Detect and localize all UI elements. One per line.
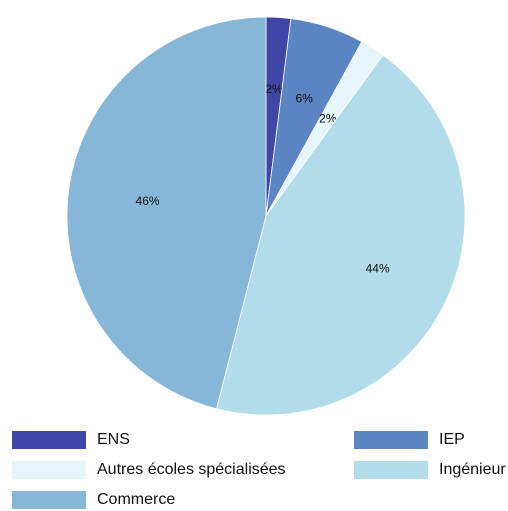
legend-item-commerce: Commerce [12,490,312,510]
slice-label-commerce: 46% [136,194,160,208]
slice-label-ens: 2% [265,82,283,96]
slice-label-autres-ecoles: 2% [319,112,337,126]
legend-item-autres-ecoles: Autres écoles spécialisées [12,460,342,480]
legend-label-ingenieur: Ingénieur [439,461,506,478]
legend: ENS IEP Autres écoles spécialisées Ingén… [12,430,508,511]
legend-item-iep: IEP [354,430,508,450]
pie-chart: 2% 6% 2% 44% 46% [66,16,466,416]
legend-label-commerce: Commerce [97,491,176,508]
pie-slice-ingenieur [216,54,466,416]
legend-swatch-autres-ecoles [12,461,86,479]
legend-label-ens: ENS [97,431,130,448]
legend-label-iep: IEP [439,431,465,448]
slice-label-ingenieur: 44% [366,262,390,276]
legend-item-ingenieur: Ingénieur [354,460,508,480]
legend-swatch-commerce [12,491,86,509]
pie-slice-commerce [66,16,267,410]
legend-swatch-iep [354,431,428,449]
legend-label-autres-ecoles: Autres écoles spécialisées [97,461,286,478]
legend-swatch-ingenieur [354,461,428,479]
legend-swatch-ens [12,431,86,449]
slice-label-iep: 6% [295,92,313,106]
legend-item-ens: ENS [12,430,312,450]
